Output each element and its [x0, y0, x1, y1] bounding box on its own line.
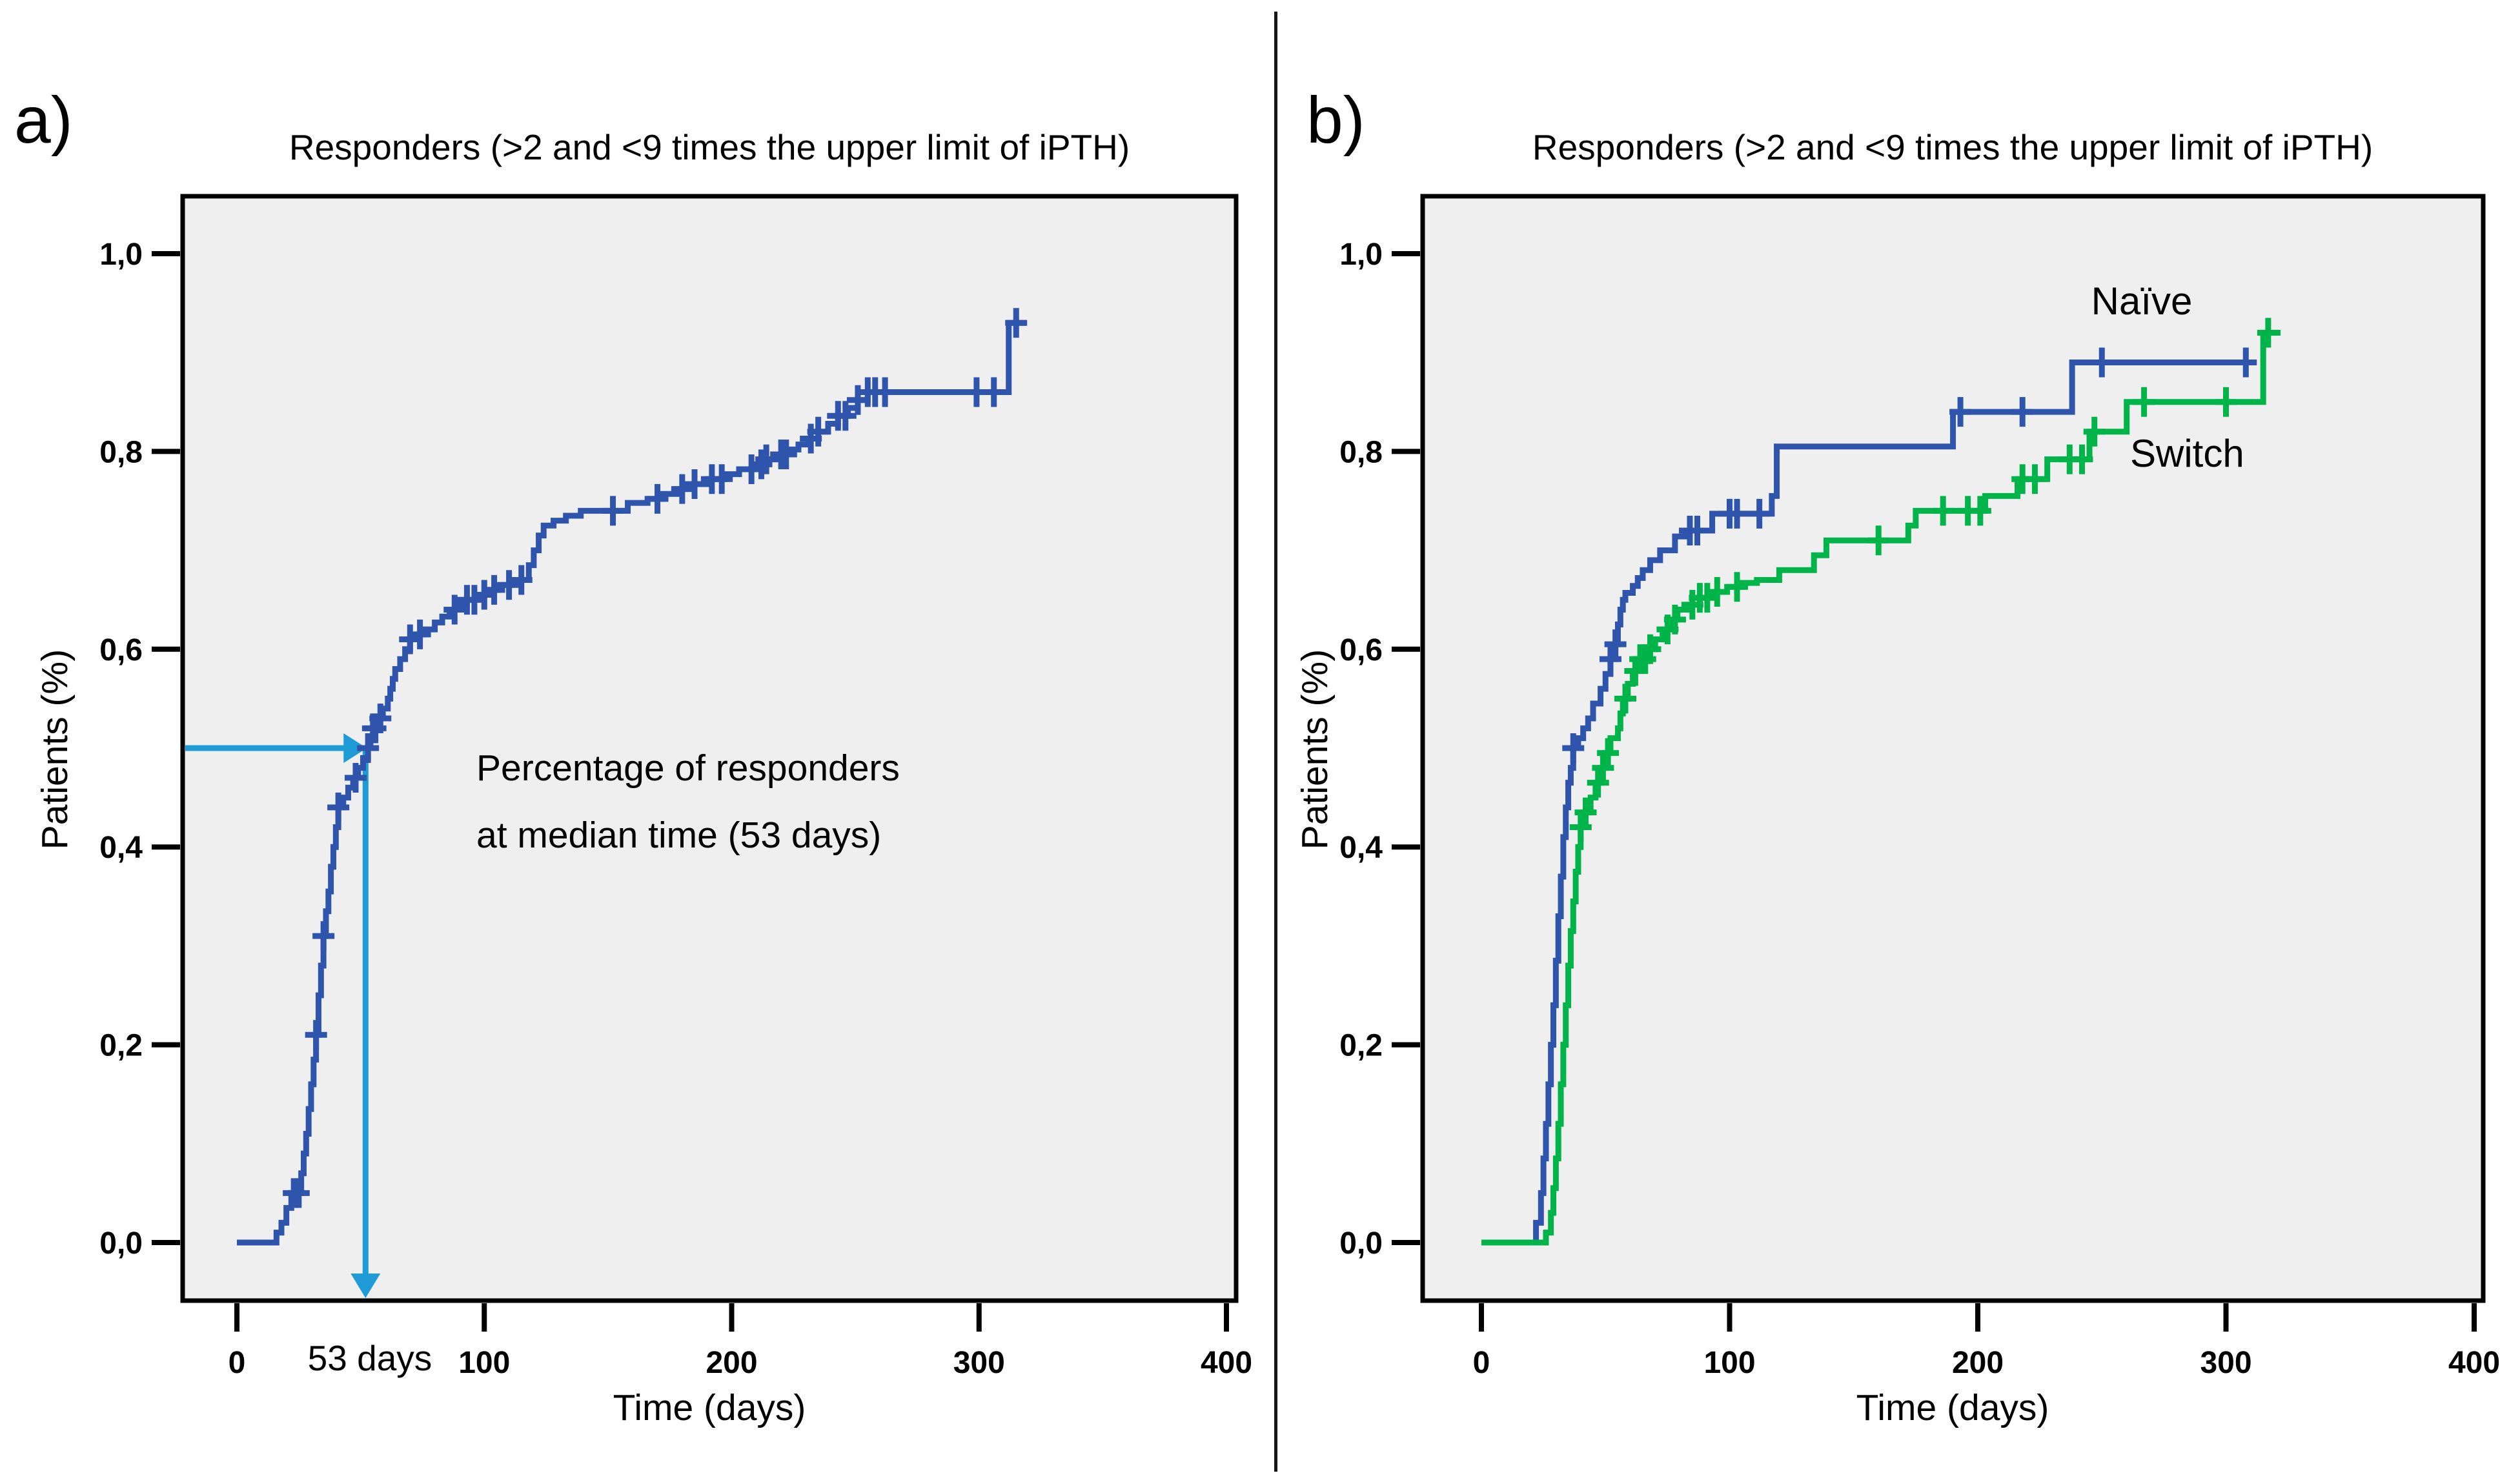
x-tick-label: 100: [1703, 1346, 1755, 1380]
panel-divider: [1274, 12, 1277, 1472]
switch-curve: [1481, 330, 2281, 1246]
median-down-arrowhead: [351, 1274, 381, 1298]
x-tick-label: 0: [229, 1346, 246, 1380]
median-right-arrowhead: [343, 733, 367, 763]
panel-a-title: Responders (>2 and <9 times the upper li…: [289, 127, 1130, 167]
legend-switch-label: Switch: [2130, 432, 2244, 475]
x-tick-label: 300: [2200, 1346, 2251, 1380]
panel-a-y-axis-title: Patients (%): [34, 649, 76, 850]
median-annotation-line1: Percentage of responders: [476, 747, 900, 789]
y-tick-label: 0,8: [99, 435, 143, 469]
y-tick-label: 0,8: [1339, 435, 1383, 469]
y-tick-label: 0,6: [1339, 633, 1383, 667]
panel-b-chart: 0 100 200 300 400 0,0 0,2 0,4 0,6 0,8 1,0: [1339, 194, 2500, 1380]
x-tick-label: 200: [1952, 1346, 2004, 1380]
median-days-label: 53 days: [307, 1338, 432, 1378]
panel-a-x-axis-title: Time (days): [613, 1387, 806, 1428]
y-tick-label: 0,4: [99, 831, 143, 865]
x-tick-label: 300: [953, 1346, 1005, 1380]
responders-censor-marks: [283, 308, 1028, 1208]
panel-a-letter: a): [14, 83, 73, 157]
y-tick-label: 0,0: [1339, 1226, 1383, 1261]
x-tick-label: 400: [2448, 1346, 2500, 1380]
switch-censor-marks: [1569, 318, 2279, 842]
y-tick-label: 0,6: [99, 633, 143, 667]
median-annotation: Percentage of responders at median time …: [476, 735, 900, 869]
x-tick-label: 0: [1473, 1346, 1490, 1380]
legend-naive-label: Naïve: [2091, 279, 2193, 323]
y-tick-label: 0,0: [99, 1226, 143, 1261]
panel-b: b) Responders (>2 and <9 times the upper…: [1260, 0, 2520, 1482]
y-tick-label: 0,2: [1339, 1029, 1383, 1063]
plot-area: [1420, 194, 2486, 1303]
naive-curve: [1516, 360, 2253, 1246]
y-tick-label: 1,0: [99, 238, 143, 272]
y-tick-label: 1,0: [1339, 238, 1383, 272]
x-tick-label: 100: [458, 1346, 510, 1380]
panel-b-letter: b): [1306, 83, 1365, 157]
panel-b-title: Responders (>2 and <9 times the upper li…: [1532, 127, 2373, 167]
panel-a-chart: 0 100 200 300 400 0,0 0,2 0,4 0,6 0,8 1,0: [99, 194, 1252, 1380]
median-annotation-line2: at median time (53 days): [476, 815, 882, 856]
panel-b-y-axis-title: Patients (%): [1294, 649, 1336, 850]
x-tick-label: 200: [706, 1346, 757, 1380]
panel-a: a) Responders (>2 and <9 times the upper…: [14, 83, 1252, 1428]
y-tick-label: 0,4: [1339, 831, 1383, 865]
y-tick-label: 0,2: [99, 1029, 143, 1063]
x-tick-label: 400: [1201, 1346, 1252, 1380]
naive-censor-marks: [1562, 347, 2257, 763]
panel-b-x-axis-title: Time (days): [1856, 1387, 2049, 1428]
